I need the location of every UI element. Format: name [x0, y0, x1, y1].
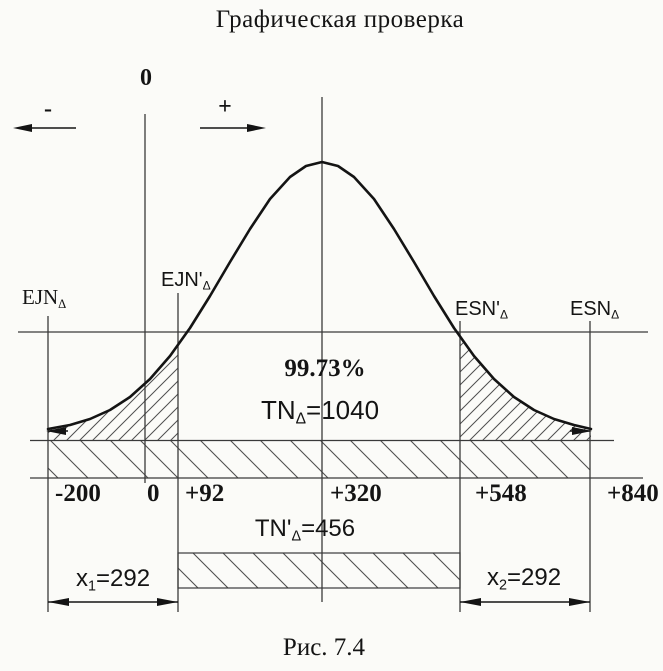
- x2-dimension-arrow: [460, 598, 590, 606]
- label-ejn-prime-text: EJN': [161, 269, 203, 291]
- label-esn-prime-text: ESN': [455, 298, 500, 320]
- gaussian-curve: [46, 160, 593, 431]
- x2-label-value: =292: [506, 564, 562, 591]
- label-esn-prime-sub: Δ: [499, 307, 508, 322]
- label-esn-sub: Δ: [611, 307, 620, 322]
- minus-direction-arrow-icon: [13, 124, 76, 132]
- tn-prime-label-value: =456: [301, 515, 356, 542]
- tn-label-sub: Δ: [295, 410, 307, 428]
- x2-label-sub: 2: [498, 577, 507, 594]
- plus-direction-arrow-icon: [200, 124, 266, 132]
- tn-label: TNΔ=1040: [261, 397, 379, 427]
- label-ejn: EJNΔ: [22, 285, 67, 311]
- minus-sign-label: -: [44, 96, 52, 122]
- x1-label: x1=292: [76, 567, 150, 594]
- label-ejn-sub: Δ: [58, 296, 67, 311]
- right-tail-arrow-icon: [570, 427, 592, 435]
- left-tail-arrow-icon: [46, 427, 68, 435]
- x1-label-text: x: [75, 565, 88, 592]
- tn-label-value: =1040: [306, 395, 380, 425]
- scale-value-minus200: -200: [55, 480, 101, 507]
- x2-label: x2=292: [487, 566, 561, 593]
- label-esn-text: ESN: [570, 298, 612, 320]
- figure-title: Графическая проверка: [215, 6, 465, 33]
- x2-label-text: x: [486, 564, 499, 591]
- scale-value-plus320: +320: [330, 480, 382, 507]
- label-esn: ESNΔ: [570, 299, 619, 321]
- tn-prime-label-sub: Δ: [291, 528, 302, 545]
- tn-prime-label: TN'Δ=456: [255, 517, 355, 544]
- scale-value-plus840: +840: [607, 480, 659, 507]
- tn-prime-band-hatch: [177, 552, 461, 589]
- plus-sign-label: +: [218, 94, 232, 120]
- label-esn-prime: ESN'Δ: [455, 299, 508, 321]
- tn-label-text: TN: [260, 395, 296, 425]
- x1-dimension-arrow: [48, 598, 178, 606]
- x1-label-value: =292: [95, 565, 151, 592]
- right-tail-hatch: [460, 337, 591, 440]
- tn-band-hatch: [30, 439, 643, 479]
- scale-value-0: 0: [147, 480, 160, 507]
- scale-value-plus92: +92: [185, 480, 225, 507]
- label-ejn-text: EJN: [22, 285, 59, 309]
- figure-caption: Рис. 7.4: [282, 634, 366, 661]
- label-ejn-prime-sub: Δ: [202, 278, 211, 293]
- zero-axis-label: 0: [140, 65, 152, 91]
- tn-prime-label-text: TN': [254, 515, 292, 542]
- scale-value-plus548: +548: [475, 480, 527, 507]
- percent-label: 99.73%: [284, 355, 366, 382]
- label-ejn-prime: EJN'Δ: [161, 270, 211, 292]
- x1-label-sub: 1: [87, 578, 96, 595]
